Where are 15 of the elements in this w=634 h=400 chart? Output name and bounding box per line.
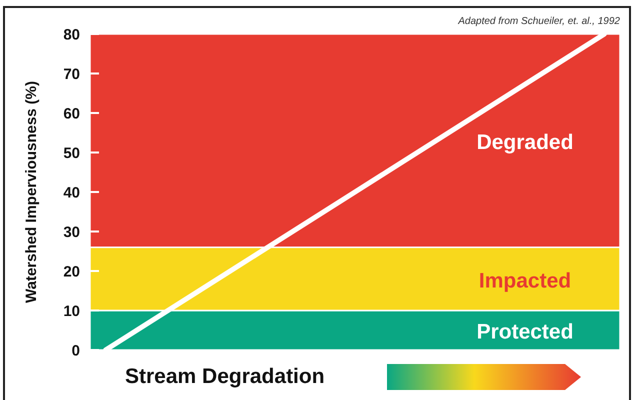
y-tick-label: 0	[72, 342, 80, 360]
y-tick-label: 20	[63, 263, 80, 280]
text: Adapted from Schueiler, et. al., 1992	[457, 16, 620, 27]
band-label: Impacted	[478, 269, 572, 292]
y-tick-label: 30	[63, 224, 80, 241]
y-tick-label: 70	[63, 66, 80, 83]
y-tick-label: 60	[63, 105, 80, 122]
band-label: Degraded	[476, 131, 574, 154]
y-tick-label: 10	[63, 302, 80, 320]
y-tick-label: 40	[63, 184, 80, 202]
y-tick-label: 80	[63, 26, 80, 44]
band-label: Protected	[476, 320, 574, 344]
y-tick-label: 50	[63, 144, 80, 162]
y-axis-title: Watershed Imperviousness (%)	[23, 80, 40, 304]
x-axis-title: Stream Degradation	[125, 365, 325, 388]
